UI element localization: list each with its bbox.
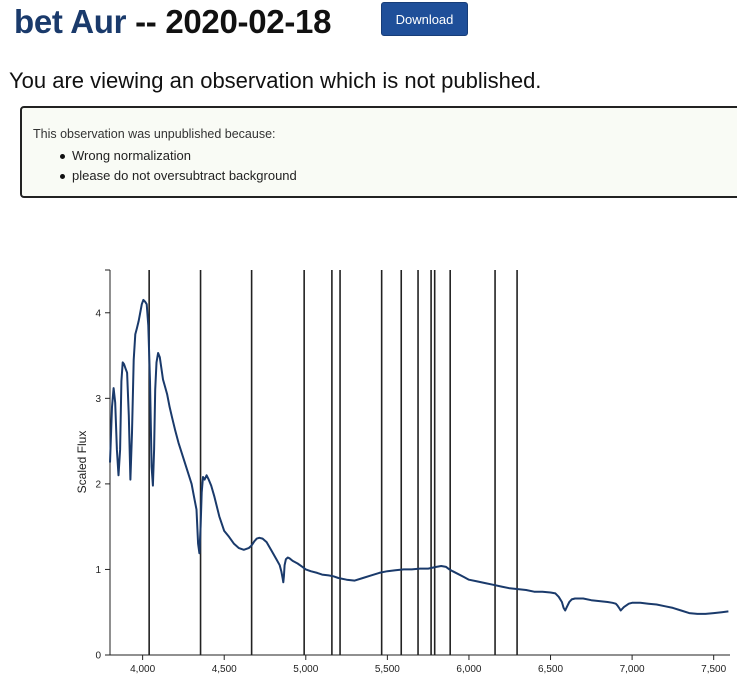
observation-date: 2020-02-18 — [165, 3, 332, 40]
y-axis-label: Scaled Flux — [75, 431, 89, 494]
x-tick-label: 7,000 — [620, 664, 645, 675]
reason-list: Wrong normalization please do not oversu… — [60, 146, 297, 186]
line-markers — [148, 270, 518, 655]
reason-item: Wrong normalization — [60, 146, 297, 166]
x-tick-label: 4,500 — [212, 664, 237, 675]
page-header: bet Aur -- 2020-02-18 — [14, 0, 331, 44]
page-title: bet Aur -- 2020-02-18 — [14, 3, 331, 41]
chart-axes: 0 1 2 3 4 4,000 4,500 5,000 5,500 6,000 6,500 7,000… — [95, 269, 730, 675]
y-tick-label: 2 — [95, 479, 101, 490]
y-tick-label: 1 — [95, 565, 101, 576]
x-tick-label: 4,000 — [130, 664, 155, 675]
y-tick-label: 4 — [95, 308, 101, 319]
x-tick-label: 6,000 — [456, 664, 481, 675]
star-name: bet Aur — [14, 3, 127, 40]
x-tick-label: 5,500 — [375, 664, 400, 675]
reason-intro: This observation was unpublished because… — [33, 127, 276, 141]
unpublished-reason-box: This observation was unpublished because… — [20, 106, 737, 198]
title-separator: -- — [135, 3, 157, 40]
x-tick-label: 7,500 — [701, 664, 726, 675]
x-tick-label: 5,000 — [293, 664, 318, 675]
reason-item: please do not oversubtract background — [60, 166, 297, 186]
unpublished-notice: You are viewing an observation which is … — [9, 68, 542, 93]
y-tick-label: 3 — [95, 394, 101, 405]
download-button[interactable]: Download — [381, 2, 468, 36]
y-tick-label: 0 — [95, 651, 101, 662]
spectrum-chart: 0 1 2 3 4 4,000 4,500 5,000 5,500 6,000 6,500 7,000… — [75, 269, 730, 675]
x-tick-label: 6,500 — [538, 664, 563, 675]
spectrum-line — [109, 298, 729, 615]
